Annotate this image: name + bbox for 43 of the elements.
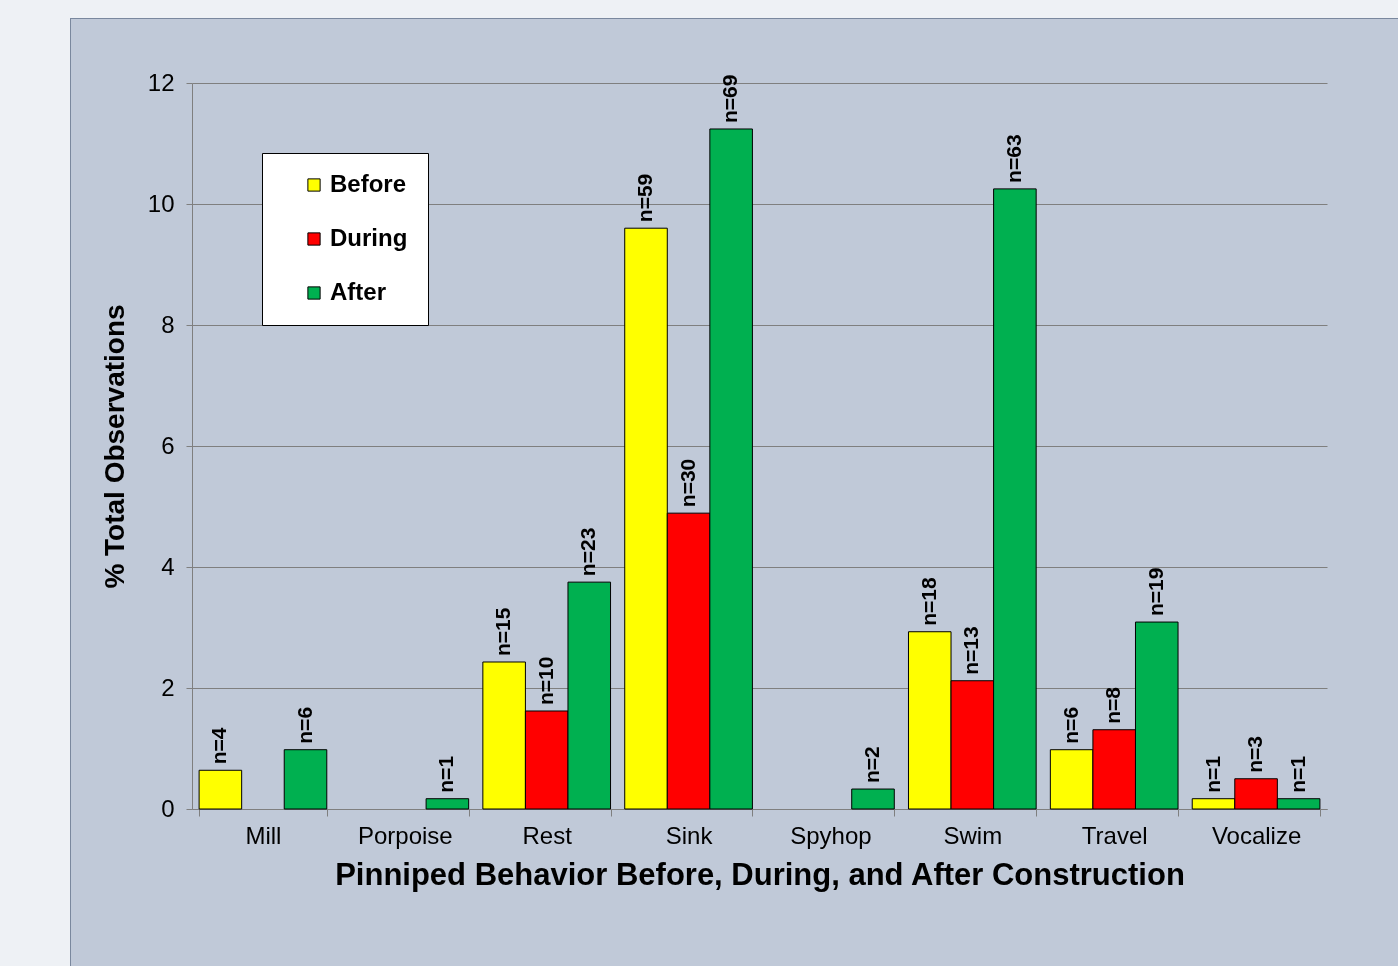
x-tick-label: Spyhop	[790, 821, 872, 849]
annotation: n=1	[1285, 755, 1309, 793]
legend-label: During	[330, 224, 408, 251]
annotation: n=15	[491, 607, 515, 656]
bar	[283, 749, 328, 810]
bar	[851, 788, 895, 810]
y-tick-label: 0	[161, 794, 175, 822]
y-tick-label: 4	[161, 552, 175, 580]
x-tick-label: Rest	[522, 821, 573, 849]
bar	[198, 769, 243, 810]
x-tick-label: Vocalize	[1211, 821, 1302, 849]
bar	[425, 798, 470, 810]
y-tick-label: 2	[161, 673, 175, 701]
x-tick-label: Swim	[943, 821, 1003, 849]
y-tick-label: 8	[161, 310, 175, 338]
x-tick-label: Travel	[1081, 821, 1148, 849]
y-tick-label: 10	[147, 189, 175, 217]
y-tick-label: 12	[147, 68, 175, 96]
x-tick-label: Porpoise	[357, 821, 453, 849]
annotation: n=3	[1243, 735, 1267, 773]
annotation: n=59	[633, 173, 656, 223]
annotation: n=1	[1200, 755, 1224, 793]
annotation: n=1	[434, 755, 458, 793]
annotation: n=10	[533, 656, 557, 705]
annotation: n=19	[1143, 567, 1167, 617]
x-tick-label: Sink	[665, 821, 714, 849]
annotation: n=13	[959, 626, 983, 675]
y-tick-label: 6	[161, 431, 175, 459]
annotation: n=69	[718, 74, 742, 123]
annotation: n=2	[860, 746, 883, 784]
y-axis-title: % Total Observations	[98, 304, 130, 589]
annotation: n=23	[576, 527, 600, 577]
annotation: n=18	[916, 576, 940, 626]
annotation: n=6	[292, 706, 316, 744]
annotation: n=63	[1001, 134, 1025, 183]
legend-label: After	[330, 278, 387, 305]
x-tick-label: Mill	[245, 821, 282, 849]
annotation: n=8	[1101, 686, 1125, 724]
legend-label: Before	[330, 170, 407, 197]
annotation: n=6	[1058, 706, 1082, 744]
x-axis-title: Pinniped Behavior Before, During, and After Construction	[335, 856, 1185, 892]
annotation: n=4	[207, 727, 231, 765]
annotation: n=30	[675, 458, 699, 508]
